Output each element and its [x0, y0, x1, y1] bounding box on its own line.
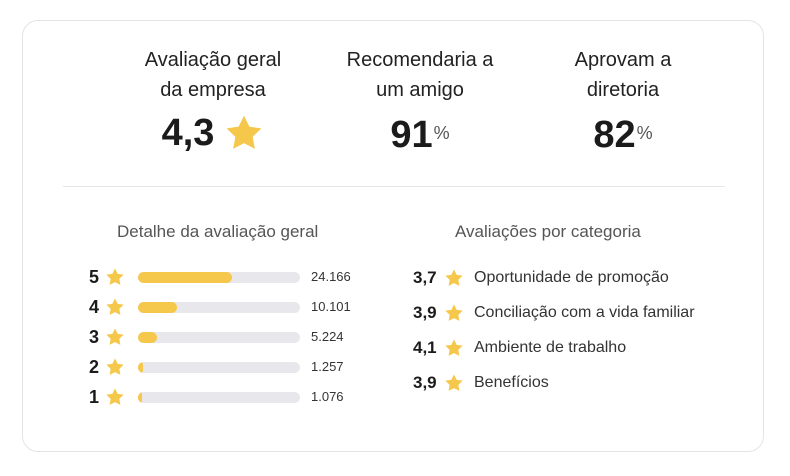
rating-count: 1.076 [311, 389, 344, 404]
star-icon [227, 115, 262, 149]
rating-bar-fill [138, 272, 232, 283]
category-row: 3,9 Benefícios [413, 372, 549, 394]
rating-stars-count: 3 [89, 326, 100, 347]
star-icon [106, 328, 124, 345]
category-row: 4,1 Ambiente de trabalho [413, 337, 626, 359]
category-row: 3,9 Conciliação com a vida familiar [413, 302, 695, 324]
category-row: 3,7 Oportunidade de promoção [413, 267, 669, 289]
rating-row: 5 24.166 [89, 266, 351, 288]
star-icon [106, 298, 124, 315]
approve-title-line1: Aprovam a [574, 49, 672, 71]
rating-count: 1.257 [311, 359, 344, 374]
rating-count: 10.101 [311, 299, 351, 314]
rating-bar-fill [138, 392, 143, 403]
category-label: Benefícios [474, 374, 549, 391]
category-label: Oportunidade de promoção [474, 269, 669, 286]
recommend-stat: Recomendaria a um amigo 91% [320, 45, 520, 159]
rating-stars-count: 4 [89, 296, 100, 317]
star-icon [106, 388, 124, 405]
rating-row: 2 1.257 [89, 356, 344, 378]
rating-bar-track [138, 362, 300, 373]
star-icon [106, 358, 124, 375]
rating-bar-fill [138, 362, 143, 373]
recommend-unit: % [433, 123, 450, 143]
star-icon [445, 304, 463, 321]
rating-stars-count: 2 [89, 356, 100, 377]
rating-row: 4 10.101 [89, 296, 351, 318]
section-divider [63, 186, 725, 187]
overall-title-line1: Avaliação geral [144, 49, 282, 71]
approve-value: 82 [593, 114, 636, 156]
ratings-card: Avaliação geral da empresa 4,3 Recomenda… [22, 20, 764, 452]
rating-bar-track [138, 302, 300, 313]
overall-rating-value: 4,3 [161, 112, 215, 154]
recommend-value: 91 [390, 114, 433, 156]
category-score: 3,7 [413, 268, 437, 287]
overall-rating-stat: Avaliação geral da empresa 4,3 [93, 45, 333, 155]
star-icon [445, 339, 463, 356]
breakdown-title: Detalhe da avaliação geral [117, 222, 319, 241]
approve-unit: % [636, 123, 653, 143]
category-label: Conciliação com a vida familiar [474, 304, 695, 321]
category-label: Ambiente de trabalho [474, 339, 627, 356]
approve-value-row: 82% [553, 111, 693, 159]
overall-title-line2: da empresa [160, 79, 266, 101]
category-score: 3,9 [413, 303, 437, 322]
recommend-title-line1: Recomendaria a [346, 49, 494, 71]
rating-bar-track [138, 392, 300, 403]
overall-rating-title: Avaliação geral da empresa [93, 45, 333, 105]
star-icon [106, 268, 124, 285]
rating-bar-fill [138, 332, 158, 343]
rating-stars-count: 1 [89, 386, 100, 407]
approve-title-line2: diretoria [586, 79, 660, 101]
category-score: 3,9 [413, 373, 437, 392]
rating-stars-count: 5 [89, 266, 100, 287]
category-title: Avaliações por categoria [455, 222, 641, 241]
rating-row: 3 5.224 [89, 326, 344, 348]
approve-title: Aprovam a diretoria [553, 45, 693, 105]
star-icon [445, 269, 463, 286]
star-icon [445, 374, 463, 391]
approve-stat: Aprovam a diretoria 82% [553, 45, 693, 159]
category-score: 4,1 [413, 338, 437, 357]
recommend-title: Recomendaria a um amigo [320, 45, 520, 105]
recommend-title-line2: um amigo [376, 79, 464, 101]
rating-count: 5.224 [311, 329, 344, 344]
rating-count: 24.166 [311, 269, 351, 284]
rating-row: 1 1.076 [89, 386, 344, 408]
rating-bar-track [138, 272, 300, 283]
rating-bar-fill [138, 302, 177, 313]
rating-bar-track [138, 332, 300, 343]
overall-rating-value-row: 4,3 [93, 111, 333, 155]
recommend-value-row: 91% [320, 111, 520, 159]
